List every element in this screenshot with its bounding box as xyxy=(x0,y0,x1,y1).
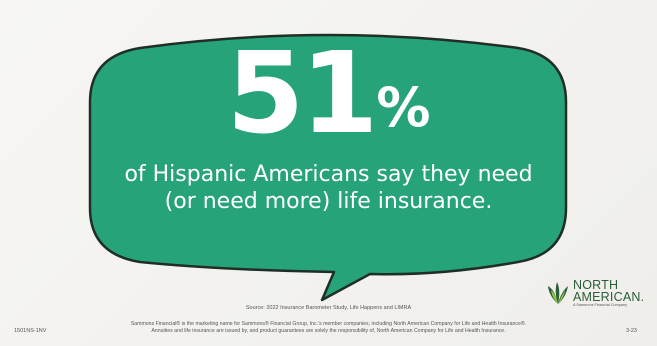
north-american-logo-icon xyxy=(548,282,568,304)
speech-bubble-shape xyxy=(88,33,568,302)
logo-wordmark: NORTH AMERICAN. xyxy=(573,278,645,304)
stat-percent-sign: % xyxy=(376,76,431,139)
document-code: 1501NS-1NV xyxy=(14,328,47,334)
logo-line-1: NORTH xyxy=(573,278,619,292)
legal-disclaimer: Sammons Financial® is the marketing name… xyxy=(60,321,597,335)
logo-tagline: A Sammons Financial Company xyxy=(573,303,628,307)
logo-line-2: AMERICAN. xyxy=(573,290,645,304)
date-code: 3-23 xyxy=(625,328,637,334)
headline-stat: 51% xyxy=(0,38,657,150)
north-american-logo: NORTH AMERICAN. A Sammons Financial Comp… xyxy=(545,278,645,308)
statement-line-2: (or need more) life insurance. xyxy=(164,189,493,214)
stat-statement: of Hispanic Americans say they need (or … xyxy=(120,161,537,215)
disclaimer-line-2: Annuities and life insurance are issued … xyxy=(151,328,506,334)
disclaimer-line-1: Sammons Financial® is the marketing name… xyxy=(130,321,527,327)
source-citation: Source: 2022 Insurance Barometer Study, … xyxy=(245,305,412,311)
statement-line-1: of Hispanic Americans say they need xyxy=(124,162,533,187)
stat-number: 51 xyxy=(226,29,379,159)
